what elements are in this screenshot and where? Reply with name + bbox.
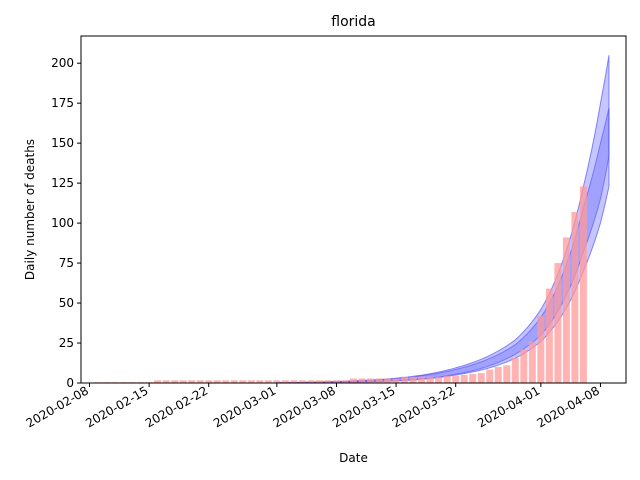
bar: [230, 380, 238, 383]
bar: [545, 288, 553, 383]
bar: [401, 376, 409, 383]
bar: [341, 380, 349, 383]
bar: [443, 375, 451, 383]
bar: [511, 358, 519, 383]
bar: [222, 380, 230, 383]
bar: [520, 349, 528, 383]
bar: [239, 380, 247, 383]
bar: [315, 380, 323, 383]
bar: [503, 365, 511, 383]
x-tick-label: 2020-03-15: [330, 383, 397, 430]
y-tick-label: 200: [51, 56, 74, 70]
bar: [477, 373, 485, 383]
x-tick-label: 2020-04-08: [535, 383, 602, 430]
bar: [332, 380, 340, 383]
plot-frame: [80, 35, 627, 384]
y-axis-label: Daily number of deaths: [23, 139, 37, 280]
bar: [350, 378, 357, 383]
bar: [179, 380, 187, 383]
bar: [154, 380, 162, 383]
bar: [418, 376, 426, 383]
bar: [579, 186, 587, 383]
bar: [196, 380, 204, 383]
y-tick-label: 125: [51, 176, 74, 190]
bar: [298, 380, 306, 383]
x-tick-label: 2020-02-08: [24, 383, 91, 430]
bar: [537, 315, 545, 383]
bar: [188, 380, 196, 383]
bar: [281, 380, 289, 383]
y-tick-label: 0: [66, 376, 74, 390]
y-tick-label: 100: [51, 216, 74, 230]
bar: [358, 378, 366, 383]
x-tick-label: 2020-03-08: [271, 383, 338, 430]
bar: [247, 380, 255, 383]
bar: [171, 380, 179, 383]
y-tick-label: 75: [59, 256, 74, 270]
bar: [367, 378, 375, 383]
x-tick-label: 2020-03-01: [211, 383, 278, 430]
bar: [307, 380, 315, 383]
y-tick-label: 175: [51, 96, 74, 110]
bar: [273, 380, 281, 383]
x-tick-label: 2020-02-22: [143, 383, 210, 430]
bar: [426, 376, 434, 383]
y-tick-label: 150: [51, 136, 74, 150]
x-tick-label: 2020-02-15: [83, 383, 150, 430]
bar: [452, 375, 460, 383]
bar: [384, 378, 392, 383]
y-tick-label: 50: [59, 296, 74, 310]
bar: [324, 380, 332, 383]
bar: [264, 380, 272, 383]
x-tick-label: 2020-04-01: [475, 383, 542, 430]
x-axis-label: Date: [339, 451, 368, 465]
bar: [469, 374, 477, 383]
bar: [290, 380, 298, 383]
bars: [94, 186, 587, 383]
bar: [213, 380, 221, 383]
y-tick-label: 25: [59, 336, 74, 350]
bar: [528, 341, 536, 383]
bar: [205, 380, 213, 383]
bar: [554, 263, 562, 383]
bar: [486, 369, 494, 383]
x-tick-label: 2020-03-22: [390, 383, 457, 430]
bar: [460, 375, 468, 383]
bar: [435, 376, 443, 383]
bar: [375, 378, 383, 383]
bar: [392, 378, 400, 383]
bar: [256, 380, 264, 383]
bar: [571, 211, 579, 383]
chart-title: florida: [331, 14, 376, 30]
bar: [162, 380, 170, 383]
bar: [409, 376, 417, 383]
bar: [494, 367, 502, 383]
bar: [562, 237, 570, 383]
